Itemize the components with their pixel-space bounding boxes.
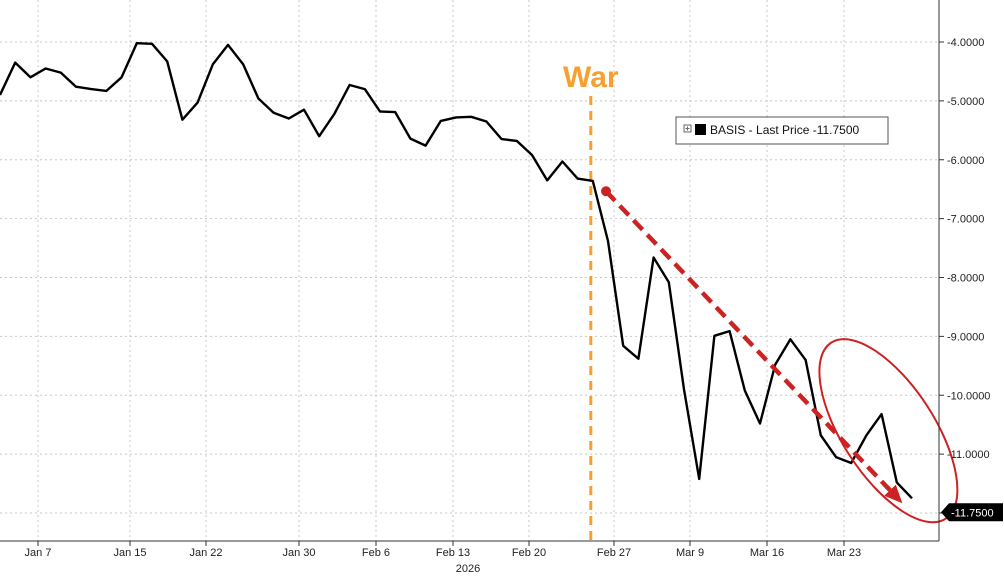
legend-swatch xyxy=(695,124,706,135)
x-tick-label: Jan 15 xyxy=(113,547,146,559)
series-line xyxy=(0,42,913,500)
x-tick-label: Feb 13 xyxy=(436,547,470,559)
x-year-label: 2026 xyxy=(456,563,480,575)
trend-arrow-line xyxy=(604,189,892,492)
y-tick-label: -4.0000 xyxy=(947,37,984,49)
y-tick-label: -10.0000 xyxy=(947,390,990,402)
x-tick-label: Jan 22 xyxy=(189,547,222,559)
y-tick-label: -11.0000 xyxy=(947,449,990,461)
trend-arrow-head xyxy=(884,484,903,504)
legend-box xyxy=(675,116,889,145)
x-tick-label: Feb 27 xyxy=(597,547,631,559)
legend-label: BASIS - Last Price -11.7500 xyxy=(710,123,860,137)
series-layer xyxy=(0,42,913,500)
x-tick-label: Mar 23 xyxy=(827,547,861,559)
legend: BASIS - Last Price -11.7500 xyxy=(675,116,889,145)
y-tick-label: -5.0000 xyxy=(947,96,984,108)
x-tick-label: Mar 16 xyxy=(750,547,784,559)
x-tick-label: Feb 6 xyxy=(362,547,390,559)
event-label: War xyxy=(563,61,619,94)
grid-layer xyxy=(0,0,939,541)
y-tick-label: -9.0000 xyxy=(947,331,984,343)
y-tick-label: -6.0000 xyxy=(947,155,984,167)
y-tick-label: -8.0000 xyxy=(947,273,984,285)
x-tick-label: Jan 30 xyxy=(282,547,315,559)
y-tick-label: -7.0000 xyxy=(947,214,984,226)
last-price-tag xyxy=(941,503,1003,522)
x-tick-label: Jan 7 xyxy=(25,547,52,559)
x-tick-label: Feb 20 xyxy=(512,547,546,559)
annotation-layer-front: War xyxy=(563,61,959,524)
highlight-ellipse xyxy=(818,338,959,524)
x-tick-label: Mar 9 xyxy=(676,547,704,559)
last-price-label: -11.7500 xyxy=(951,507,994,519)
